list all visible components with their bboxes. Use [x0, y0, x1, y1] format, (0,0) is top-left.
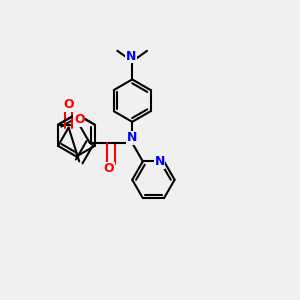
- Text: O: O: [103, 162, 114, 175]
- Text: O: O: [74, 113, 85, 126]
- Text: N: N: [126, 50, 136, 63]
- Text: O: O: [63, 98, 74, 111]
- Text: N: N: [127, 131, 137, 144]
- Text: N: N: [154, 155, 165, 168]
